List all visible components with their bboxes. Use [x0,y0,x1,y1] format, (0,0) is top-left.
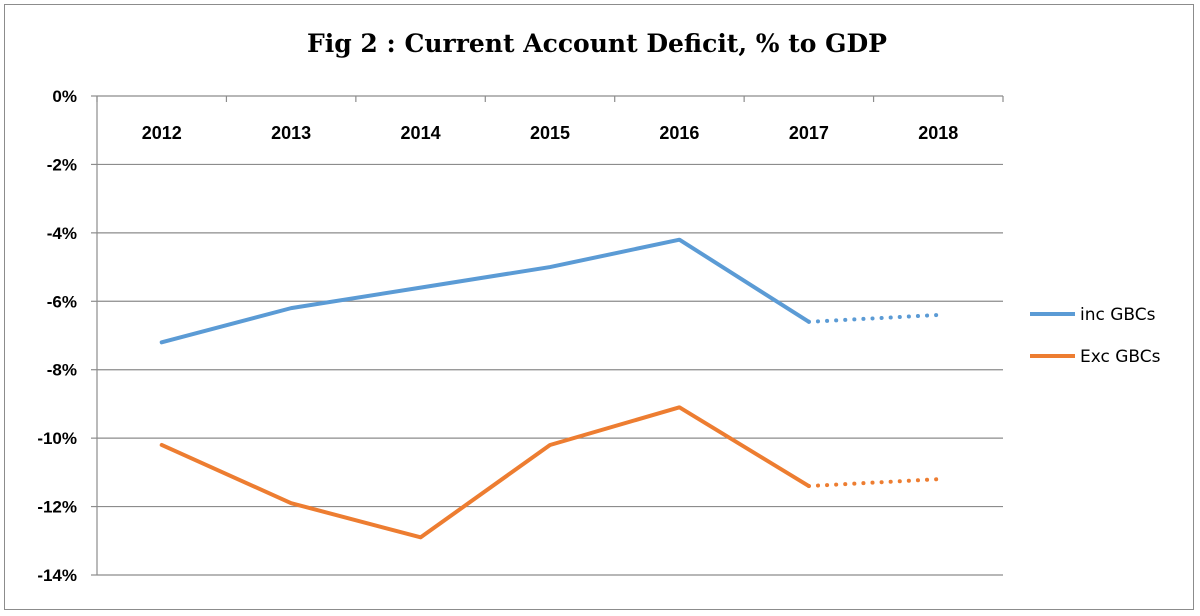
gridlines [97,163,1003,576]
y-tick-label: 0% [52,87,77,106]
series-lines [159,237,941,540]
y-tick-label: -10% [37,429,77,448]
x-tick-label: 2017 [789,123,829,143]
x-tick-label: 2013 [271,123,311,143]
axes [91,95,1004,576]
series-projection-inc-gbcs [806,312,941,324]
series-projection-exc-gbcs [806,477,941,489]
y-tick-label: -2% [47,155,77,174]
legend: inc GBCs Exc GBCs [1030,305,1161,367]
y-tick-label: -12% [37,498,77,517]
legend-label: inc GBCs [1080,305,1156,325]
y-tick-labels: 0% -2% -4% -6% -8% -10% -12% -14% [37,87,77,585]
x-tick-label: 2015 [530,123,570,143]
legend-label: Exc GBCs [1080,347,1161,367]
series-line-exc-gbcs [159,405,811,540]
y-tick-label: -8% [47,361,77,380]
series-line-inc-gbcs [159,237,811,345]
y-tick-label: -6% [47,292,77,311]
x-tick-label: 2018 [918,123,958,143]
x-tick-labels: 2012 2013 2014 2015 2016 2017 2018 [142,123,959,143]
chart-frame [4,4,1194,610]
x-tick-label: 2016 [659,123,699,143]
y-tick-label: -4% [47,224,77,243]
x-tick-label: 2014 [401,123,441,143]
x-tick-label: 2012 [142,123,182,143]
chart-title: Fig 2 : Current Account Deficit, % to GD… [307,29,887,58]
y-tick-label: -14% [37,566,77,585]
